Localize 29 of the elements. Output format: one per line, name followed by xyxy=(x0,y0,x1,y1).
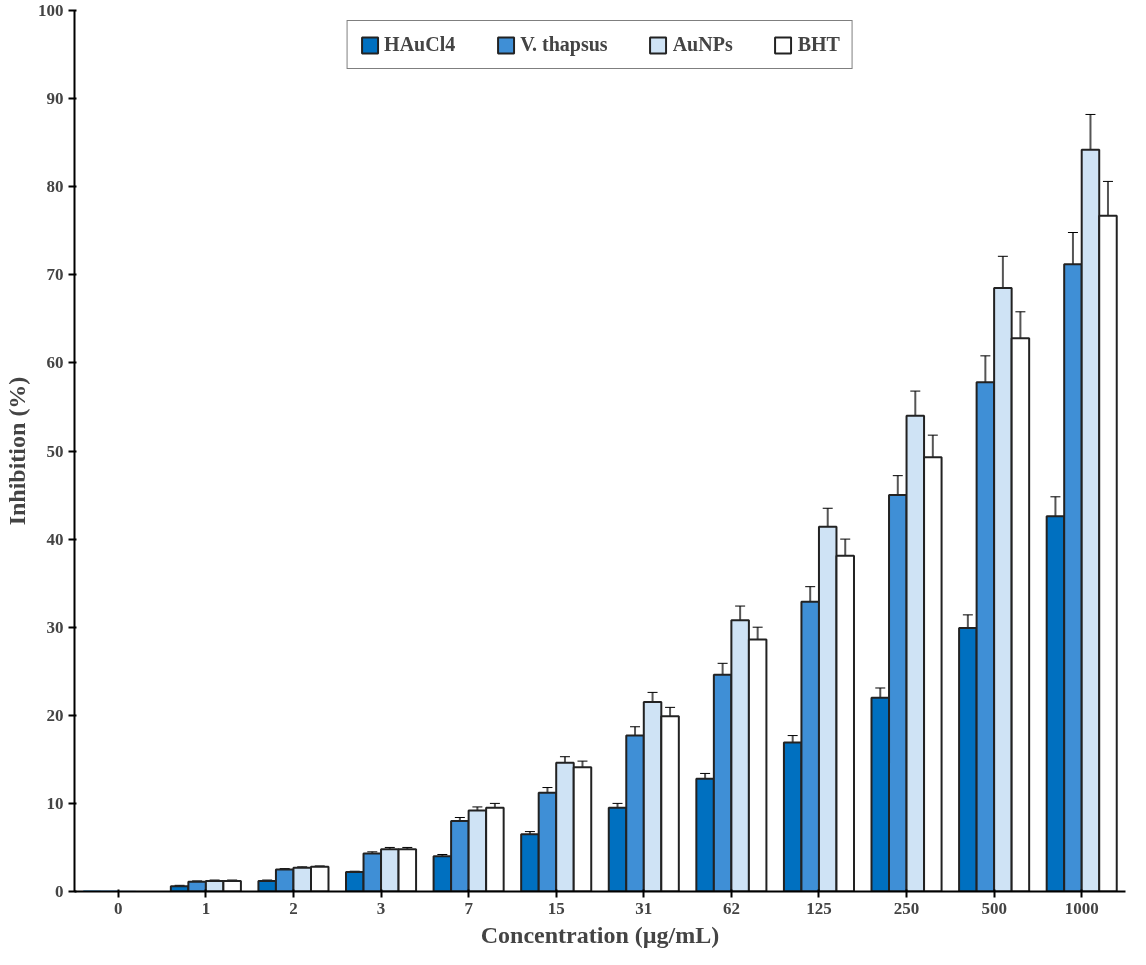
y-tick-label: 70 xyxy=(46,265,64,285)
x-tick-label: 500 xyxy=(981,898,1007,918)
y-tick-label: 90 xyxy=(46,89,64,109)
x-tick-label: 0 xyxy=(114,898,123,918)
y-tick-label: 10 xyxy=(46,793,64,813)
y-tick-label: 60 xyxy=(46,353,64,373)
y-tick-label: 0 xyxy=(55,882,64,901)
y-tick-label: 80 xyxy=(46,177,64,197)
y-tick-label: 40 xyxy=(46,529,64,549)
legend-label: HAuCl4 xyxy=(384,33,456,56)
x-tick-label: 15 xyxy=(547,898,565,918)
y-tick-label: 20 xyxy=(46,705,64,725)
x-tick-label: 250 xyxy=(893,898,920,918)
y-axis-title: Inhibition (%) xyxy=(4,376,30,526)
legend-label: AuNPs xyxy=(672,33,733,56)
y-tick-label: 30 xyxy=(46,617,64,637)
legend-label: BHT xyxy=(797,33,840,56)
legend-label: V. thapsus xyxy=(520,33,608,56)
x-tick-label: 1000 xyxy=(1064,898,1099,918)
x-tick-label: 2 xyxy=(289,898,298,918)
x-tick-label: 62 xyxy=(722,898,740,918)
x-axis-title: Concentration (µg/mL) xyxy=(480,921,720,948)
x-tick-label: 3 xyxy=(376,898,386,918)
x-tick-label: 31 xyxy=(635,898,653,918)
x-tick-label: 1 xyxy=(201,898,211,918)
x-tick-label: 125 xyxy=(806,898,832,918)
y-tick-label: 50 xyxy=(46,441,64,461)
y-tick-label: 100 xyxy=(38,1,64,20)
x-tick-label: 7 xyxy=(464,898,474,918)
